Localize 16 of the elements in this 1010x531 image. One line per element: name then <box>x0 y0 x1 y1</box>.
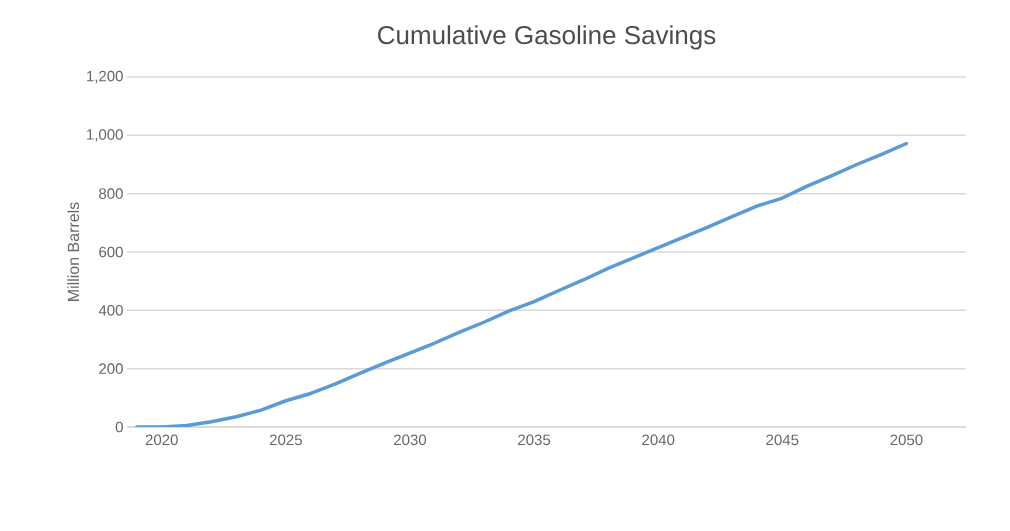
y-tick-label: 0 <box>115 421 123 433</box>
y-tick-label: 1,200 <box>87 70 123 84</box>
y-tick-label: 800 <box>99 188 123 199</box>
y-tick-label: 600 <box>99 246 123 258</box>
y-tick-label: 200 <box>99 363 123 374</box>
x-tick-label: 2030 <box>394 434 427 446</box>
chart-title: Cumulative Gasoline Savings <box>378 25 716 50</box>
y-tick-label: 1,000 <box>87 129 123 142</box>
y-axis-title: Million Barrels <box>67 202 80 301</box>
x-tick-label: 2045 <box>766 434 799 446</box>
x-tick-label: 2035 <box>518 434 551 446</box>
y-tick-label: 400 <box>98 305 123 316</box>
x-tick-label: 2040 <box>642 434 675 446</box>
x-tick-label: 2025 <box>269 434 302 446</box>
x-tick-label: 2050 <box>890 434 923 446</box>
x-tick-label: 2020 <box>145 434 178 446</box>
